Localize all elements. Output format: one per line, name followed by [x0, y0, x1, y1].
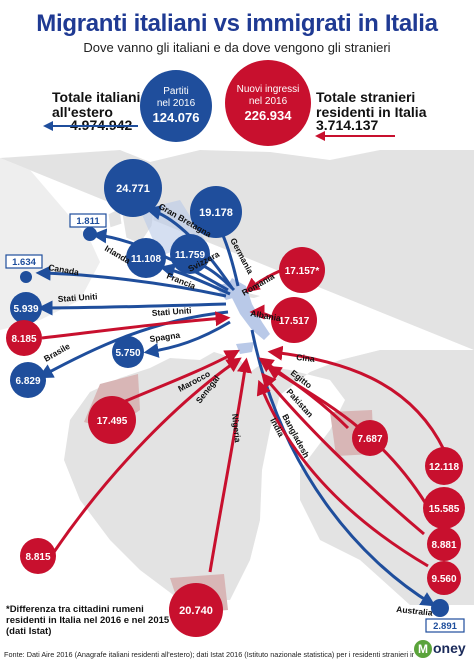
circle-irlanda	[83, 227, 97, 241]
circle-india	[427, 527, 461, 561]
circle-senegal	[20, 538, 56, 574]
value-brasile: 6.829	[15, 376, 40, 387]
total-foreigners-label: Totale stranieri residenti in Italia	[316, 89, 427, 120]
departed-2016-circle: Partiti nel 2016 124.076	[140, 70, 212, 142]
circle-spagna	[112, 336, 144, 368]
label-brasile: Brasile	[42, 341, 72, 364]
label-spagna: Spagna	[149, 330, 181, 344]
flow-canada	[35, 265, 227, 298]
circle-nigeria	[169, 583, 223, 637]
label-stati-uniti: Stati Uniti	[57, 291, 97, 304]
label-nigeria: Nigeria	[230, 413, 243, 443]
value-pakistan: 15.585	[429, 504, 460, 515]
flow-francia	[159, 263, 231, 296]
badge-australia	[425, 618, 465, 633]
flow-cina	[267, 345, 446, 451]
badge-irlanda	[69, 213, 107, 228]
value-egitto: 7.687	[357, 434, 382, 445]
label-stati-uniti-in: Stati Uniti	[151, 305, 191, 318]
circle-cina	[425, 447, 463, 485]
circle-germania	[190, 186, 242, 238]
value-irlanda: 1.811	[76, 216, 100, 227]
circle-bangladesh	[427, 561, 461, 595]
label-cina: Cina	[296, 352, 316, 364]
circle-brasile	[10, 362, 46, 398]
flow-senegal	[52, 357, 242, 553]
value-canada: 1.634	[12, 257, 36, 268]
value-senegal: 8.815	[25, 552, 50, 563]
circle-australia	[431, 599, 449, 617]
value-svizzera: 11.759	[175, 250, 205, 261]
value-cina: 12.118	[429, 462, 459, 473]
flow-spagna	[143, 320, 231, 358]
circle-pakistan	[423, 487, 465, 529]
circle-svizzera	[170, 234, 210, 274]
circle-stati-uniti-in	[6, 320, 42, 356]
label-australia: Australia	[396, 604, 433, 618]
value-albania: 17.517	[279, 316, 310, 327]
flow-romania	[244, 268, 283, 293]
total-italians-label: Totale italiani all'estero	[52, 89, 141, 120]
badge-canada	[5, 254, 43, 269]
source-note: Fonte: Dati Aire 2016 (Anagrafe italiani…	[4, 650, 414, 659]
circle-egitto	[352, 420, 388, 456]
value-spagna: 5.750	[115, 348, 140, 359]
circle-albania	[271, 297, 317, 343]
value-stati-uniti-in: 8.185	[11, 334, 36, 345]
value-bangladesh: 9.560	[431, 574, 456, 585]
flow-stati-uniti	[37, 300, 227, 316]
value-stati-uniti: 5.939	[13, 304, 38, 315]
flow-stati-uniti-in	[41, 311, 231, 340]
flow-bangladesh	[256, 379, 429, 568]
total-foreigners-value: 3.714.137	[316, 117, 379, 133]
circle-marocco	[88, 396, 136, 444]
value-marocco: 17.495	[97, 416, 128, 427]
new-entries-2016-circle: Nuovi ingressi nel 2016 226.934	[225, 60, 311, 146]
value-gran-bretagna: 24.771	[116, 183, 150, 195]
circle-gran-bretagna	[104, 159, 162, 217]
circle-francia	[126, 238, 166, 278]
value-australia: 2.891	[433, 621, 457, 632]
value-germania: 19.178	[199, 207, 233, 219]
circle-romania	[279, 247, 325, 293]
label-irlanda: Irlanda	[103, 243, 132, 266]
flow-gran-bretagna	[145, 205, 234, 289]
page-title: Migranti italiani vs immigrati in Italia	[36, 10, 438, 37]
page-subtitle: Dove vanno gli italiani e da dove vengon…	[83, 40, 391, 55]
logo-mark-icon: M	[414, 640, 432, 658]
flow-india	[261, 372, 425, 536]
value-francia: 11.108	[131, 254, 161, 265]
value-nigeria: 20.740	[179, 605, 213, 617]
value-india: 8.881	[431, 540, 456, 551]
emigration-circles: 24.771 19.178 11.759 11.108 1.811 1.634 …	[5, 159, 465, 633]
value-romania: 17.157*	[285, 266, 320, 277]
circle-stati-uniti	[10, 292, 42, 324]
flow-nigeria	[208, 357, 252, 573]
label-romania: Romania	[240, 271, 276, 298]
footnote: *Differenza tra cittadini rumeni residen…	[6, 604, 170, 637]
circle-canada	[20, 271, 32, 283]
flow-pakistan	[266, 365, 428, 505]
immigration-circles: 17.157* 17.517 8.185 17.495 8.815 20.740…	[6, 247, 465, 637]
